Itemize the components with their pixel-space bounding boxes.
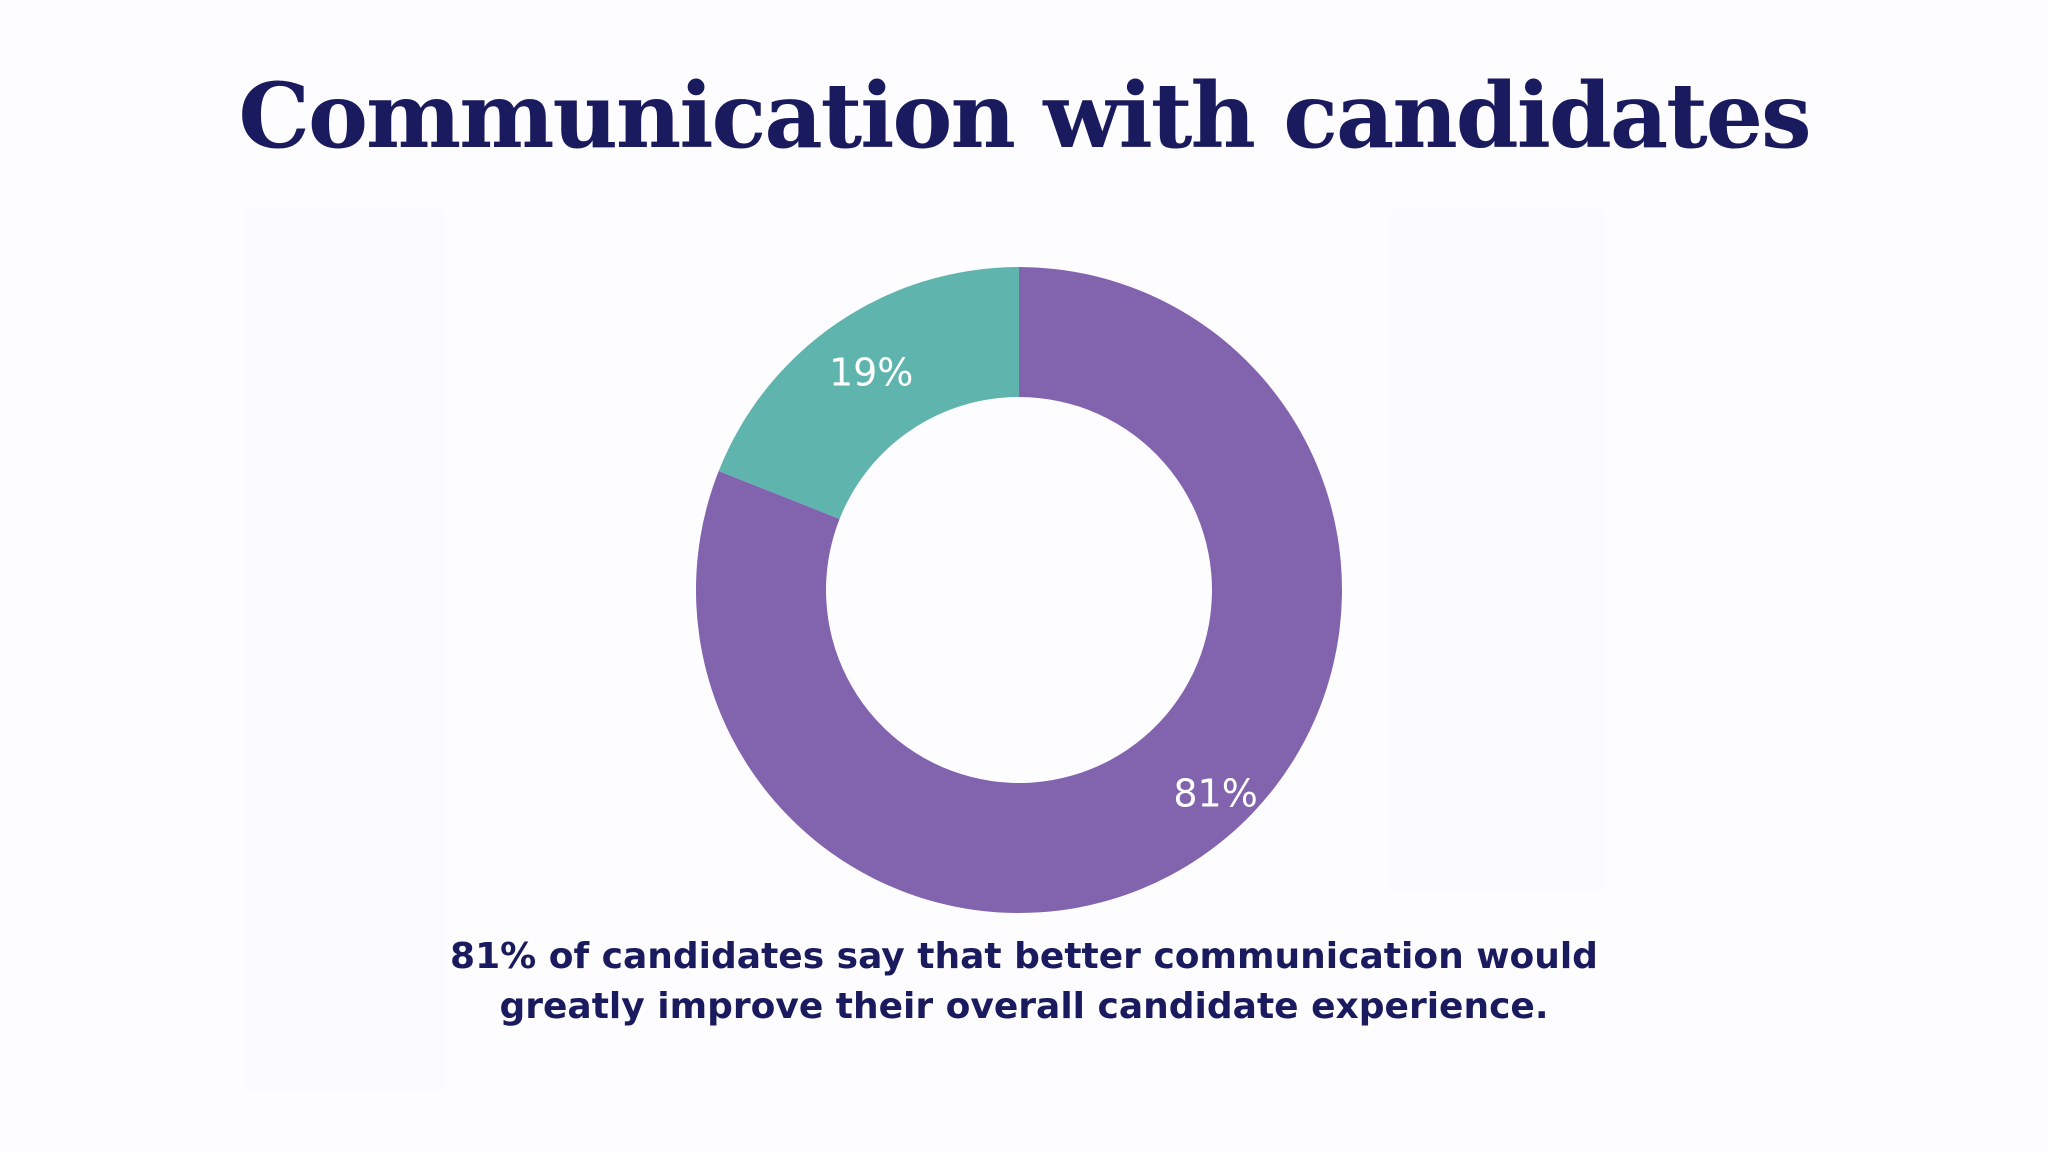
caption-line-2: greatly improve their overall candidate …	[499, 986, 1549, 1027]
donut-slice-19	[718, 267, 1019, 519]
donut-slice-81	[696, 267, 1342, 913]
background-panel-right	[1390, 210, 1605, 890]
caption-line-1: 81% of candidates say that better commun…	[450, 936, 1598, 977]
slice-label-19: 19%	[829, 350, 913, 394]
slice-label-81: 81%	[1173, 772, 1257, 816]
background-panel-left	[245, 210, 445, 1090]
page-title: Communication with candidates	[238, 63, 1811, 169]
chart-caption: 81% of candidates say that better commun…	[0, 932, 2048, 1032]
